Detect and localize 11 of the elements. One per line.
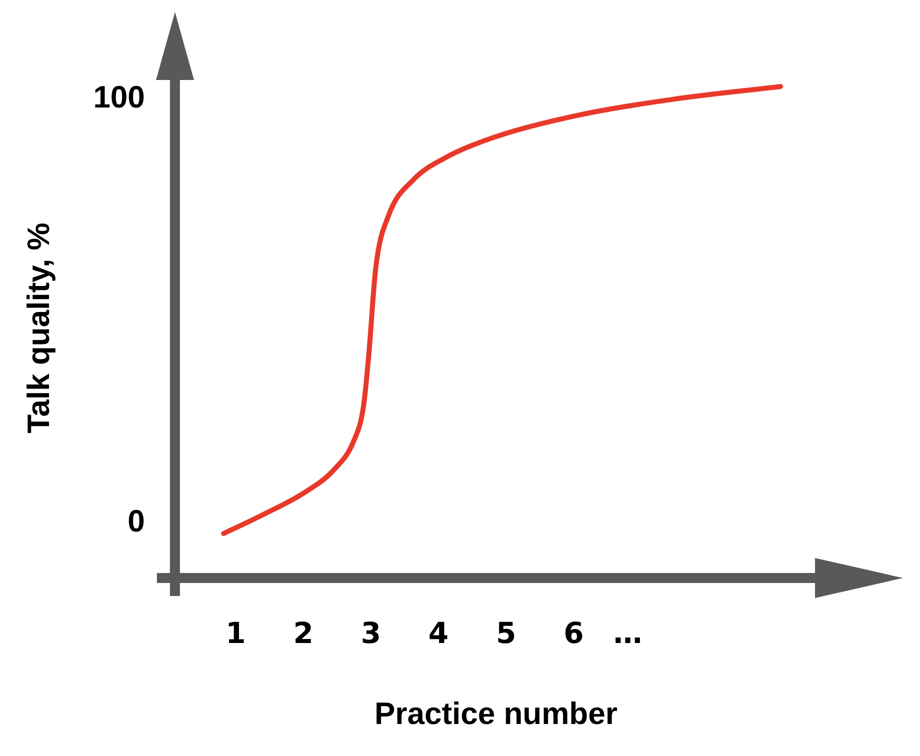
x-tick-label: 4 — [428, 616, 449, 650]
x-tick-label: 5 — [496, 616, 516, 650]
y-tick-label: 0 — [128, 503, 145, 538]
y-axis-title: Talk quality, % — [21, 222, 56, 434]
x-tick-label: 3 — [360, 616, 382, 650]
x-tick-label: 2 — [293, 616, 314, 650]
x-tick-label: 6 — [564, 616, 584, 650]
x-tick-label: 1 — [226, 616, 246, 650]
y-tick-label: 100 — [93, 80, 145, 115]
x-tick-label: … — [613, 616, 642, 650]
x-axis-title: Practice number — [374, 696, 618, 731]
